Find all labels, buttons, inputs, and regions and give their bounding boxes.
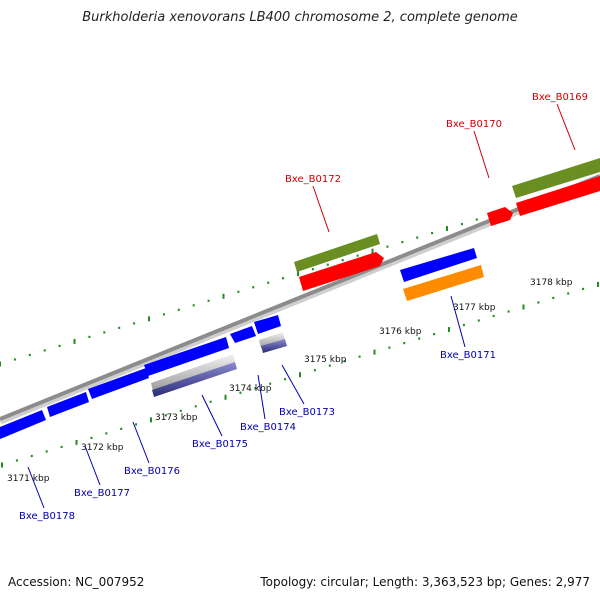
label-leader	[201, 394, 223, 437]
gene-label-reverse[interactable]: Bxe_B0176	[124, 466, 180, 477]
gene-feature[interactable]	[294, 234, 380, 272]
gene-label-reverse[interactable]: Bxe_B0171	[440, 350, 496, 361]
cds-feature[interactable]	[0, 410, 46, 439]
label-leader	[556, 103, 576, 151]
cds-feature[interactable]	[254, 315, 281, 334]
rna-feature[interactable]	[403, 265, 484, 301]
lower-tick-dots	[1, 281, 599, 468]
accession-text: Accession: NC_007952	[8, 575, 145, 589]
misc-feature[interactable]	[261, 339, 287, 353]
cds-feature[interactable]	[299, 252, 384, 291]
map-title: Burkholderia xenovorans LB400 chromosome…	[82, 10, 518, 25]
genome-summary-text: Topology: circular; Length: 3,363,523 bp…	[260, 575, 590, 589]
gene-label-reverse[interactable]: Bxe_B0174	[240, 422, 296, 433]
gene-feature[interactable]	[512, 158, 600, 198]
tick-label: 3177 kbp	[453, 303, 496, 313]
misc-feature[interactable]	[259, 332, 285, 348]
reverse-gene-labels: Bxe_B0171 Bxe_B0173 Bxe_B0174 Bxe_B0175 …	[19, 295, 496, 522]
tick-label: 3176 kbp	[379, 327, 422, 337]
cds-feature[interactable]	[400, 248, 477, 282]
cds-feature[interactable]	[88, 368, 149, 399]
tick-label: 3178 kbp	[530, 278, 573, 288]
cds-feature[interactable]	[516, 176, 600, 216]
forward-strand-features	[294, 158, 600, 291]
label-leader	[473, 130, 490, 179]
gene-label-reverse[interactable]: Bxe_B0177	[74, 488, 130, 499]
label-leader	[84, 445, 101, 486]
label-leader	[257, 374, 266, 420]
cds-feature[interactable]	[487, 207, 513, 226]
label-leader	[27, 466, 45, 509]
tick-label: 3173 kbp	[155, 413, 198, 423]
tick-label: 3174 kbp	[229, 384, 272, 394]
tick-label: 3171 kbp	[7, 474, 50, 484]
gene-label-reverse[interactable]: Bxe_B0175	[192, 439, 248, 450]
gene-label-forward[interactable]: Bxe_B0172	[285, 174, 341, 185]
gene-label-forward[interactable]: Bxe_B0169	[532, 92, 588, 103]
gene-label-reverse[interactable]: Bxe_B0178	[19, 511, 75, 522]
cds-feature[interactable]	[230, 326, 256, 343]
tick-labels: 3171 kbp 3172 kbp 3173 kbp 3174 kbp 3175…	[7, 278, 573, 484]
cds-feature[interactable]	[144, 337, 229, 376]
label-leader	[132, 421, 150, 464]
gene-label-forward[interactable]: Bxe_B0170	[446, 119, 502, 130]
misc-feature[interactable]	[152, 362, 237, 397]
label-leader	[450, 295, 466, 348]
gene-label-reverse[interactable]: Bxe_B0173	[279, 407, 335, 418]
tick-label: 3175 kbp	[304, 355, 347, 365]
cds-feature[interactable]	[47, 392, 89, 417]
reverse-strand-features	[0, 248, 484, 439]
forward-gene-labels: Bxe_B0169 Bxe_B0170 Bxe_B0172	[285, 92, 588, 233]
label-leader	[281, 364, 305, 405]
label-leader	[312, 185, 330, 233]
misc-feature[interactable]	[151, 354, 235, 391]
tick-label: 3172 kbp	[81, 443, 124, 453]
